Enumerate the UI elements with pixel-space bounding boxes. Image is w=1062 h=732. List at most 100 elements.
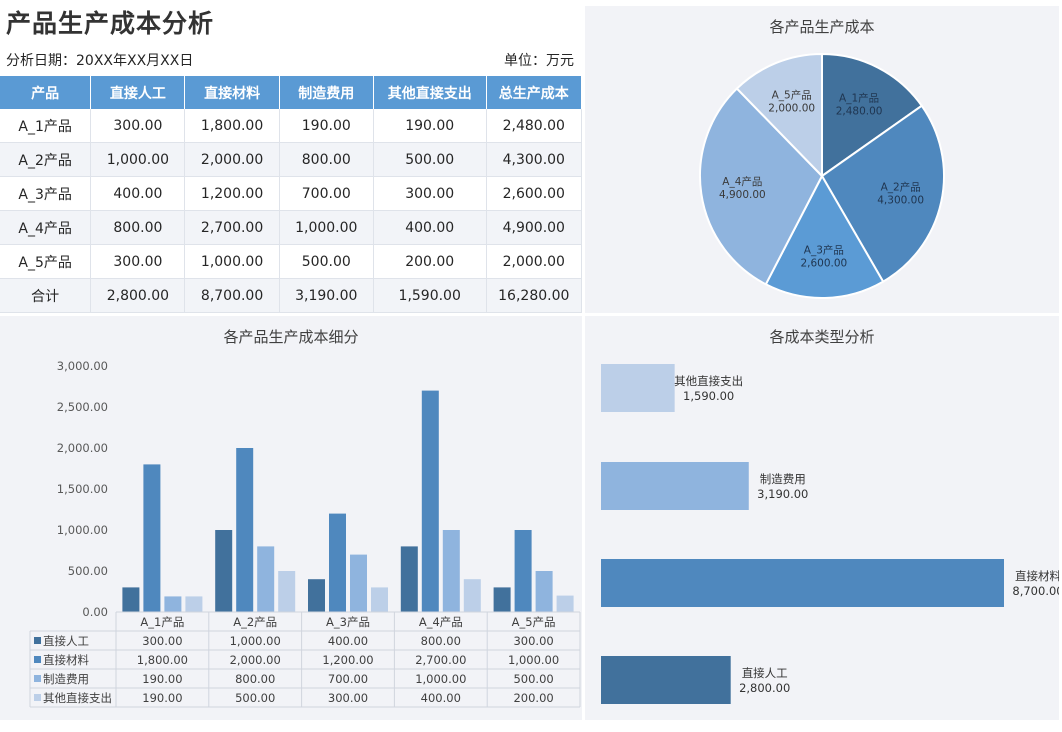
legend-swatch (34, 675, 41, 682)
table-cell: 300.00 (373, 176, 487, 211)
column-bar (463, 579, 481, 612)
table-cell: 400.00 (90, 176, 186, 211)
table-value: 2,700.00 (415, 653, 466, 667)
table-cell: 800.00 (90, 210, 186, 245)
cost-type-value: 2,800.00 (739, 681, 790, 695)
column-bar (329, 513, 346, 612)
column-header-manufacturing-cost: 制造费用 (279, 76, 374, 109)
analysis-date: 分析日期：20XX年XX月XX日 (6, 53, 194, 69)
table-cell: 2,000.00 (486, 244, 583, 279)
column-header-total-cost: 总生产成本 (486, 76, 583, 109)
legend-series-name: 制造费用 (43, 672, 89, 686)
table-value: 500.00 (235, 691, 275, 705)
table-value: 400.00 (421, 691, 461, 705)
pie-slice-label: A_3产品 (804, 243, 844, 256)
table-row: A_2产品 1,000.00 2,000.00 800.00 500.00 4,… (0, 142, 583, 177)
column-bar (493, 587, 511, 612)
table-value: 1,000.00 (508, 653, 559, 667)
legend-series-name: 直接人工 (43, 634, 89, 648)
column-bar (400, 546, 418, 612)
table-cell: 700.00 (279, 176, 374, 211)
y-tick-label: 500.00 (68, 564, 108, 578)
y-tick-label: 2,500.00 (57, 400, 108, 414)
table-cell: 4,300.00 (486, 142, 583, 177)
y-tick-label: 2,000.00 (57, 441, 108, 455)
table-value: 190.00 (142, 691, 182, 705)
cost-type-label: 制造费用 (760, 472, 806, 486)
table-value: 1,200.00 (322, 653, 373, 667)
cost-type-bar (601, 559, 1004, 607)
table-cell: 190.00 (373, 109, 487, 143)
table-cell: A_3产品 (0, 176, 92, 211)
table-row: A_5产品 300.00 1,000.00 500.00 200.00 2,00… (0, 244, 583, 279)
column-bar (278, 571, 296, 612)
pie-slice (820, 104, 945, 283)
table-cell: 1,000.00 (184, 244, 280, 279)
pie-slice-label: A_1产品 (839, 92, 879, 105)
table-row: A_4产品 800.00 2,700.00 1,000.00 400.00 4,… (0, 210, 583, 245)
table-value: 300.00 (328, 691, 368, 705)
page-title: 产品生产成本分析 (6, 9, 215, 38)
legend-series-name: 直接材料 (43, 653, 89, 667)
table-cell: A_5产品 (0, 244, 92, 279)
table-cell: 1,000.00 (279, 210, 374, 245)
table-cell: 500.00 (373, 142, 487, 177)
table-value: 200.00 (513, 691, 553, 705)
legend-swatch (34, 694, 41, 701)
cost-type-bar (601, 364, 675, 412)
cost-type-chart-title: 各成本类型分析 (769, 328, 875, 346)
table-cell: 1,000.00 (90, 142, 186, 177)
table-cell: 8,700.00 (184, 278, 280, 313)
x-category-label: A_5产品 (512, 615, 556, 629)
pie-slice (764, 173, 885, 299)
column-bar (122, 587, 140, 612)
cost-type-label: 直接人工 (742, 666, 788, 680)
legend-swatch (34, 656, 41, 663)
column-bar (236, 448, 254, 612)
table-cell: 合计 (0, 278, 92, 313)
table-cell: A_4产品 (0, 210, 92, 245)
pie-slice-value: 2,480.00 (836, 106, 883, 118)
table-cell: 3,190.00 (279, 278, 374, 313)
pie-slice-label: A_5产品 (772, 88, 812, 101)
table-cell: 16,280.00 (486, 278, 583, 313)
table-cell: 1,800.00 (184, 109, 280, 143)
table-cell: 200.00 (373, 244, 487, 279)
x-category-label: A_2产品 (233, 615, 277, 629)
table-cell: 2,800.00 (90, 278, 186, 313)
table-value: 1,000.00 (415, 672, 466, 686)
column-bar (143, 464, 161, 612)
pie-slice (821, 52, 924, 178)
table-header-row: 产品 直接人工 直接材料 制造费用 其他直接支出 总生产成本 (0, 76, 583, 109)
table-total-row: 合计 2,800.00 8,700.00 3,190.00 1,590.00 1… (0, 278, 583, 313)
table-cell: 4,900.00 (486, 210, 583, 245)
table-cell: 2,700.00 (184, 210, 280, 245)
cost-type-value: 1,590.00 (683, 389, 734, 403)
cost-type-bar (601, 462, 749, 510)
unit-label: 单位：万元 (504, 53, 574, 69)
cost-type-value: 3,190.00 (757, 487, 808, 501)
column-header-direct-labor: 直接人工 (90, 76, 186, 109)
pie-slice (735, 52, 823, 179)
pie-slice-value: 4,300.00 (877, 194, 924, 206)
table-value: 190.00 (142, 672, 182, 686)
y-tick-label: 3,000.00 (57, 359, 108, 373)
table-cell: 300.00 (90, 109, 186, 143)
column-header-other-direct: 其他直接支出 (373, 76, 487, 109)
table-cell: 1,590.00 (373, 278, 487, 313)
pie-slice-value: 4,900.00 (719, 189, 766, 201)
column-bar (215, 530, 233, 612)
y-tick-label: 1,500.00 (57, 482, 108, 496)
column-chart-title: 各产品生产成本细分 (223, 328, 359, 346)
column-bar (421, 390, 439, 612)
table-cell: 2,480.00 (486, 109, 583, 143)
pie-slice-label: A_2产品 (881, 180, 921, 193)
pie-slice-value: 2,600.00 (800, 257, 847, 269)
table-value: 1,000.00 (230, 634, 281, 648)
column-bar (350, 554, 367, 612)
table-cell: 1,200.00 (184, 176, 280, 211)
pie-chart-title: 各产品生产成本 (769, 18, 875, 36)
column-bar (257, 546, 275, 612)
